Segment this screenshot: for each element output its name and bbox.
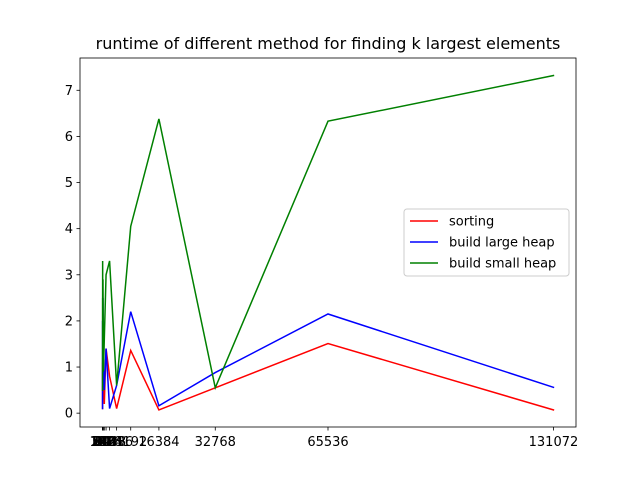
y-tick-label-3: 3 (65, 268, 73, 283)
x-tick-label-2: 2 (98, 435, 106, 450)
legend-label-build-large-heap: build large heap (449, 236, 555, 251)
plot-area (101, 74, 555, 411)
x-tick-label-2048: 2048 (93, 435, 126, 450)
chart-title: runtime of different method for finding … (96, 34, 561, 53)
x-tick-label-32: 32 (94, 435, 111, 450)
x-tick-label-64: 64 (94, 435, 111, 450)
series-group (101, 74, 555, 411)
x-tick-label-4: 4 (98, 435, 106, 450)
x-tick-label-512: 512 (92, 435, 117, 450)
y-tick-label-6: 6 (65, 130, 73, 145)
y-tick-label-2: 2 (65, 314, 73, 329)
legend-box (403, 208, 570, 277)
y-tick-label-0: 0 (65, 407, 73, 422)
x-tick-label-32768: 32768 (195, 435, 236, 450)
x-tick-label-131072: 131072 (529, 435, 579, 450)
x-tick-label-16384: 16384 (138, 435, 179, 450)
legend: sorting build large heap build small heap (403, 208, 570, 277)
y-tick-label-4: 4 (65, 222, 73, 237)
series-line-build-small-heap (101, 74, 555, 391)
x-tick-label-65536: 65536 (307, 435, 348, 450)
x-tick-label-8192: 8192 (114, 435, 147, 450)
x-tick-label-128: 128 (91, 435, 116, 450)
y-tick-label-1: 1 (65, 361, 73, 376)
x-tick-label-8: 8 (98, 435, 106, 450)
x-tick-label-16: 16 (94, 435, 111, 450)
y-tick-label-5: 5 (65, 176, 73, 191)
legend-label-build-small-heap: build small heap (449, 257, 556, 272)
x-tick-label-4096: 4096 (100, 435, 133, 450)
x-tick-label-1024: 1024 (90, 435, 123, 450)
legend-label-sorting: sorting (449, 215, 494, 230)
y-tick-label-7: 7 (65, 84, 73, 99)
series-line-build-large-heap (101, 297, 555, 410)
x-tick-label-256: 256 (91, 435, 116, 450)
